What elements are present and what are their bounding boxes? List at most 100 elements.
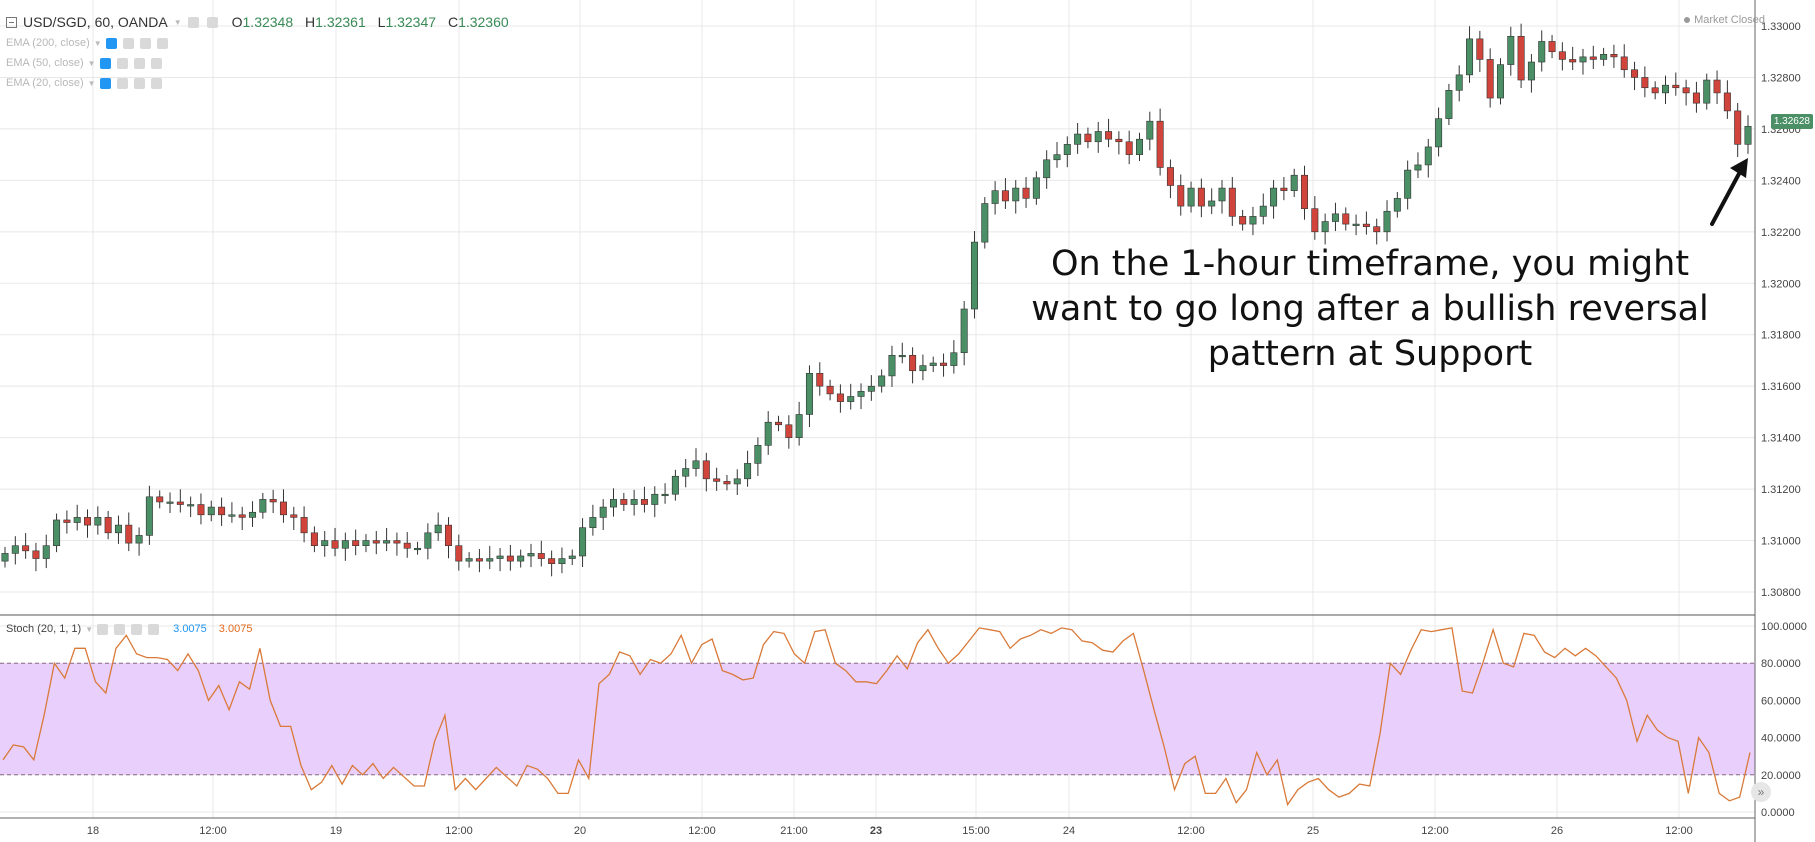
candle-body xyxy=(1641,77,1649,89)
candle-body xyxy=(970,241,978,310)
candle-body xyxy=(713,478,721,482)
eye-icon[interactable] xyxy=(187,16,199,28)
eye-icon[interactable] xyxy=(97,623,109,635)
candle-body xyxy=(1620,56,1628,71)
plus-icon[interactable] xyxy=(131,623,143,635)
candle-body xyxy=(950,352,958,366)
candle-body xyxy=(919,365,927,372)
candle-body xyxy=(372,540,380,544)
gear-icon[interactable] xyxy=(114,623,126,635)
candle-body xyxy=(1476,38,1484,60)
indicator-label[interactable]: EMA (50, close) xyxy=(6,57,84,69)
chevron-down-icon[interactable]: ▼ xyxy=(87,78,96,88)
indicator-row[interactable]: EMA (20, close) ▼ xyxy=(6,77,164,89)
candle-body xyxy=(1569,59,1577,63)
gear-icon[interactable] xyxy=(206,16,218,28)
high-value: 1.32361 xyxy=(315,14,366,30)
candle-body xyxy=(238,514,246,518)
candle-body xyxy=(1486,59,1494,99)
candle-body xyxy=(795,414,803,438)
stoch-header[interactable]: Stoch (20, 1, 1) ▼ 3.0075 3.0075 xyxy=(6,623,252,635)
candle-body xyxy=(321,540,329,546)
candle-body xyxy=(1043,159,1051,179)
candle-body xyxy=(403,542,411,549)
candle-body xyxy=(909,355,917,372)
candle-body xyxy=(558,558,566,565)
chevron-down-icon[interactable]: ▼ xyxy=(87,58,96,68)
status-dot-icon xyxy=(1684,17,1691,24)
collapse-toggle[interactable] xyxy=(6,16,17,28)
candle-body xyxy=(300,517,308,534)
indicator-label[interactable]: EMA (20, close) xyxy=(6,77,84,89)
candle-body xyxy=(176,501,184,505)
indicator-row[interactable]: EMA (200, close) ▼ xyxy=(6,37,170,49)
candle-body xyxy=(444,524,452,546)
eye-icon[interactable] xyxy=(105,37,117,49)
candle-body xyxy=(1342,213,1350,225)
close-icon[interactable] xyxy=(150,57,162,69)
gear-icon[interactable] xyxy=(122,37,134,49)
symbol-title[interactable]: USD/SGD, 60, OANDA xyxy=(23,14,168,30)
candle-body xyxy=(826,385,834,395)
candle-body xyxy=(1331,213,1339,222)
candle-body xyxy=(1734,110,1742,145)
candle-body xyxy=(816,373,824,387)
candle-body xyxy=(1239,216,1247,225)
candle-body xyxy=(929,362,937,366)
candle-body xyxy=(259,499,267,513)
x-tick-label: 12:00 xyxy=(1177,825,1205,837)
price-tick-label: 1.32000 xyxy=(1761,278,1801,290)
open-value: 1.32348 xyxy=(242,14,294,30)
plus-icon[interactable] xyxy=(139,37,151,49)
stoch-tick-label: 80.0000 xyxy=(1761,658,1801,670)
candle-body xyxy=(857,391,865,397)
chevron-down-icon[interactable]: ▼ xyxy=(173,17,182,27)
arrow-head xyxy=(1730,158,1748,178)
candle-body xyxy=(310,532,318,546)
candle-body xyxy=(145,496,153,536)
candle-body xyxy=(1187,187,1195,207)
close-icon[interactable] xyxy=(150,77,162,89)
high-label: H xyxy=(305,14,316,30)
annotation-line: pattern at Support xyxy=(1207,334,1533,374)
eye-icon[interactable] xyxy=(99,77,111,89)
x-tick-label: 12:00 xyxy=(1665,825,1693,837)
indicator-label[interactable]: EMA (200, close) xyxy=(6,37,90,49)
candle-body xyxy=(733,478,741,485)
gear-icon[interactable] xyxy=(116,57,128,69)
x-tick-label: 12:00 xyxy=(199,825,227,837)
stoch-label[interactable]: Stoch (20, 1, 1) xyxy=(6,623,82,635)
scroll-to-latest-button[interactable]: » xyxy=(1751,782,1771,802)
candle-body xyxy=(1538,41,1546,63)
candle-body xyxy=(156,496,164,503)
candle-body xyxy=(785,424,793,438)
price-tick-label: 1.31400 xyxy=(1761,433,1801,445)
candle-body xyxy=(1414,164,1422,171)
candle-body xyxy=(1527,61,1535,81)
plus-icon[interactable] xyxy=(133,57,145,69)
candle-body xyxy=(1600,53,1608,60)
candle-body xyxy=(1,553,9,562)
candle-body xyxy=(1259,205,1267,217)
stoch-d-value: 3.0075 xyxy=(218,623,253,635)
close-icon[interactable] xyxy=(156,37,168,49)
eye-icon[interactable] xyxy=(99,57,111,69)
candle-body xyxy=(1197,187,1205,207)
candle-body xyxy=(1610,53,1618,58)
gear-icon[interactable] xyxy=(116,77,128,89)
candle-body xyxy=(610,499,618,508)
stoch-line xyxy=(2,627,1751,807)
indicator-row[interactable]: EMA (50, close) ▼ xyxy=(6,57,164,69)
candle-body xyxy=(1135,138,1143,155)
candle-body xyxy=(1290,174,1298,191)
candle-body xyxy=(867,385,875,392)
chevron-down-icon[interactable]: ▼ xyxy=(93,38,102,48)
plus-icon[interactable] xyxy=(133,77,145,89)
candle-body xyxy=(1404,169,1412,199)
candle-body xyxy=(455,545,463,562)
close-icon[interactable] xyxy=(148,623,160,635)
chevron-down-icon[interactable]: ▼ xyxy=(85,624,94,634)
price-tick-label: 1.31200 xyxy=(1761,484,1801,496)
